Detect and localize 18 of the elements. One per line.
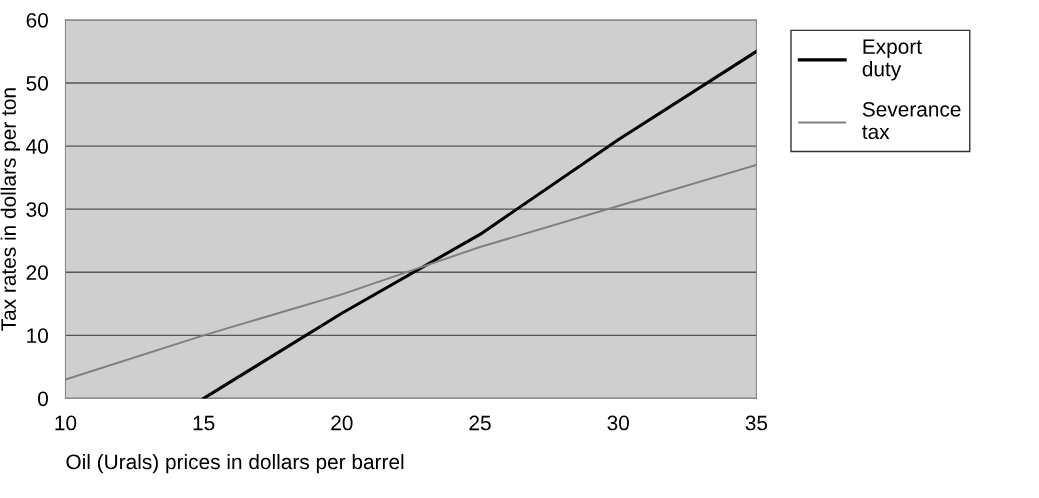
x-axis-title: Oil (Urals) prices in dollars per barrel bbox=[66, 453, 404, 474]
y-tick-label: 60 bbox=[26, 12, 48, 28]
y-tick-label: 20 bbox=[26, 265, 48, 280]
legend-label: Export duty bbox=[862, 39, 922, 81]
legend-label: Severance tax bbox=[862, 101, 961, 140]
line-series bbox=[202, 49, 757, 399]
y-tick-label: 10 bbox=[27, 328, 48, 344]
x-tick-label: 30 bbox=[607, 415, 629, 431]
y-axis-title: Tax rates in dollars per ton bbox=[0, 88, 21, 331]
x-tick-label: 10 bbox=[55, 415, 77, 431]
x-tick-label: 20 bbox=[331, 415, 353, 431]
x-tick-label: 35 bbox=[745, 415, 768, 431]
x-tick-label: 15 bbox=[193, 415, 215, 431]
y-tick-label: 0 bbox=[38, 391, 48, 407]
y-tick-label: 50 bbox=[26, 76, 48, 91]
y-tick-label: 30 bbox=[26, 202, 48, 217]
y-tick-label: 40 bbox=[26, 139, 48, 154]
x-tick-label: 25 bbox=[469, 415, 491, 431]
